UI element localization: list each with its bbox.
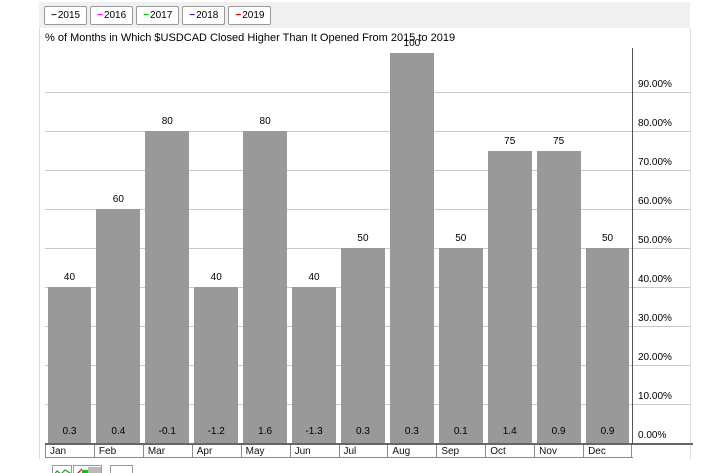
bar-avg-change-label-Jan: 0.3 bbox=[62, 426, 77, 437]
legend-series-label: 2015 bbox=[57, 9, 81, 21]
area-chart-icon bbox=[54, 469, 71, 473]
x-axis-month-label-Jul: Jul bbox=[338, 445, 388, 458]
bar-Mar bbox=[145, 131, 190, 443]
gridline-90.00% bbox=[45, 92, 690, 93]
y-tick-label: 20.00% bbox=[638, 352, 672, 363]
candlestick-chart-icon bbox=[77, 467, 101, 473]
y-tick-label: 70.00% bbox=[638, 157, 672, 168]
bar-May bbox=[243, 131, 288, 443]
y-tick-label: 30.00% bbox=[638, 313, 672, 324]
legend-series-dash: − bbox=[235, 9, 242, 21]
y-tick-label: 80.00% bbox=[638, 118, 672, 129]
bar-value-label-Jul: 50 bbox=[357, 233, 369, 244]
y-axis-line bbox=[632, 48, 633, 443]
bar-value-label-Sep: 50 bbox=[455, 233, 467, 244]
bar-value-label-Dec: 50 bbox=[601, 233, 614, 244]
bar-avg-change-label-Feb: 0.4 bbox=[111, 426, 126, 437]
legend-button-2015[interactable]: −2015 bbox=[44, 5, 88, 25]
bar-avg-change-label-Jul: 0.3 bbox=[356, 426, 370, 437]
x-axis-month-label-Nov: Nov bbox=[534, 445, 583, 458]
bar-value-label-Aug: 100 bbox=[403, 38, 421, 49]
bar-avg-change-label-Mar: -0.1 bbox=[158, 426, 176, 437]
bar-avg-change-label-Aug: 0.3 bbox=[404, 426, 419, 437]
legend-series-dash: − bbox=[143, 9, 150, 21]
y-tick-label: 40.00% bbox=[638, 274, 672, 285]
bar-value-label-May: 80 bbox=[259, 116, 271, 127]
x-axis-month-label-Jan: Jan bbox=[45, 445, 94, 458]
legend-series-label: 2016 bbox=[103, 9, 127, 21]
bar-avg-change-label-Sep: 0.1 bbox=[453, 426, 468, 437]
area-chart-icon-button[interactable] bbox=[52, 465, 72, 473]
y-tick-label: 0.00% bbox=[638, 430, 667, 441]
x-axis-month-label-Jun: Jun bbox=[289, 445, 339, 458]
bar-Aug bbox=[389, 53, 434, 443]
legend-series-label: 2018 bbox=[196, 9, 219, 21]
bar-Jan bbox=[47, 287, 92, 443]
x-axis-month-label-May: May bbox=[240, 445, 290, 458]
legend-series-label: 2019 bbox=[242, 9, 265, 21]
x-axis-month-label-Apr: Apr bbox=[191, 445, 241, 458]
legend-button-2019[interactable]: −2019 bbox=[228, 5, 272, 25]
bar-value-label-Apr: 40 bbox=[210, 272, 222, 283]
legend-series-dash: − bbox=[97, 9, 103, 21]
bar-value-label-Jan: 40 bbox=[63, 272, 76, 283]
x-axis-month-label-Aug: Aug bbox=[387, 445, 436, 458]
bar-avg-change-label-Apr: -1.2 bbox=[207, 426, 225, 437]
y-tick-label: 50.00% bbox=[638, 235, 672, 246]
bar-Jul bbox=[341, 248, 385, 443]
legend-button-2017[interactable]: −2017 bbox=[136, 5, 180, 25]
bar-avg-change-label-Dec: 0.9 bbox=[600, 426, 615, 437]
x-axis-month-label-Oct: Oct bbox=[485, 445, 534, 458]
x-axis-month-label-Sep: Sep bbox=[436, 445, 485, 458]
chart-title: % of Months in Which $USDCAD Closed High… bbox=[45, 32, 456, 44]
bar-avg-change-label-May: 1.6 bbox=[258, 426, 273, 437]
bar-Oct bbox=[487, 150, 532, 443]
legend-series-dash: − bbox=[189, 9, 196, 21]
candlestick-chart-icon-button[interactable] bbox=[73, 465, 102, 473]
legend-series-dash: − bbox=[51, 9, 57, 21]
x-axis-month-label-Dec: Dec bbox=[583, 445, 632, 458]
bar-Nov bbox=[536, 150, 581, 443]
bar-value-label-Mar: 80 bbox=[161, 116, 173, 127]
bar-avg-change-label-Oct: 1.4 bbox=[502, 426, 517, 437]
y-tick-label: 10.00% bbox=[638, 391, 672, 402]
bar-Dec bbox=[585, 248, 630, 443]
y-tick-label: 60.00% bbox=[638, 196, 672, 207]
legend-button-2018[interactable]: −2018 bbox=[182, 5, 226, 25]
bar-value-label-Feb: 60 bbox=[112, 194, 124, 205]
bar-avg-change-label-Nov: 0.9 bbox=[551, 426, 566, 437]
bar-value-label-Nov: 75 bbox=[553, 135, 565, 147]
x-axis-line bbox=[45, 443, 693, 445]
x-axis-month-row: Jan Feb Mar Apr May Jun Jul Aug Sep Oct Nov Dec bbox=[45, 445, 633, 458]
legend-series-label: 2017 bbox=[150, 9, 173, 21]
bar-value-label-Jun: 40 bbox=[308, 272, 320, 283]
bar-Feb bbox=[96, 209, 141, 443]
gridline-60.00% bbox=[45, 209, 690, 210]
blank-button[interactable] bbox=[110, 465, 133, 473]
y-tick-label: 90.00% bbox=[638, 79, 672, 90]
bar-avg-change-label-Jun: -1.3 bbox=[305, 426, 323, 437]
bar-value-label-Oct: 75 bbox=[504, 135, 516, 147]
legend-bar: −2015−2016−2017−2018−2019 bbox=[39, 2, 690, 28]
bar-Jun bbox=[292, 287, 336, 443]
x-axis-month-label-Mar: Mar bbox=[142, 445, 192, 458]
gridline-80.00% bbox=[45, 131, 690, 132]
legend-button-2016[interactable]: −2016 bbox=[90, 5, 134, 25]
bar-Sep bbox=[438, 248, 483, 443]
gridline-70.00% bbox=[45, 170, 690, 171]
bar-Apr bbox=[194, 287, 239, 443]
x-axis-month-label-Feb: Feb bbox=[93, 445, 143, 458]
